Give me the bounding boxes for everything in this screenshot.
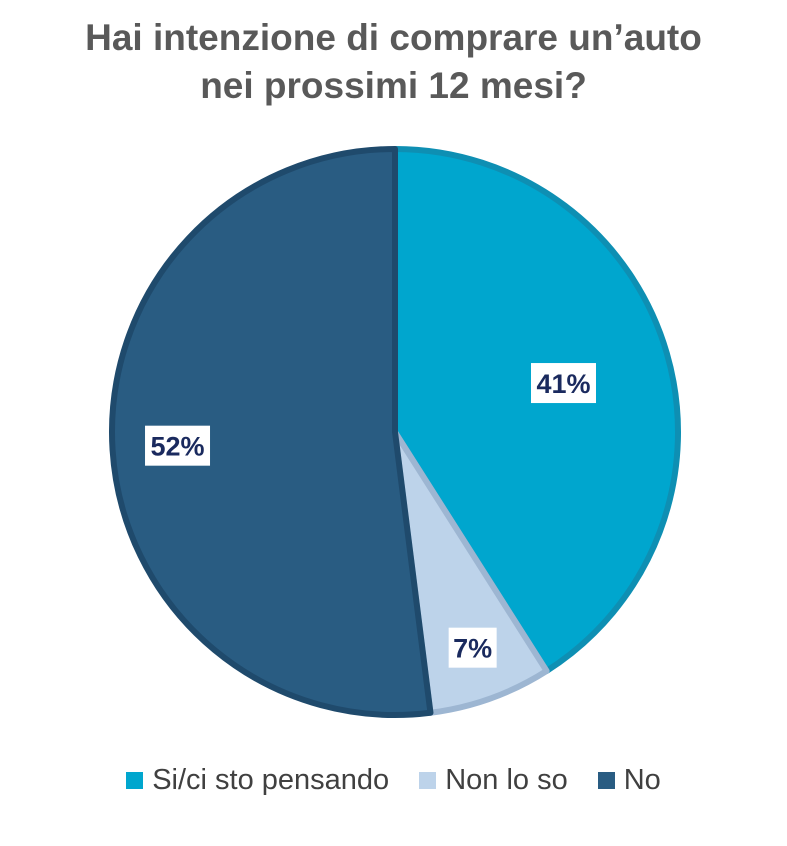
legend-label-si: Si/ci sto pensando bbox=[152, 764, 390, 796]
chart-title: Hai intenzione di comprare un’auto nei p… bbox=[0, 14, 787, 110]
pie-data-labels: 41% 7% 52% bbox=[145, 363, 596, 668]
legend-swatch-si bbox=[126, 772, 144, 789]
pie-slices bbox=[109, 146, 681, 718]
legend-label-no: No bbox=[623, 764, 661, 796]
chart-title-line-2: nei prossimi 12 mesi? bbox=[200, 65, 587, 106]
chart-title-line-1: Hai intenzione di comprare un’auto bbox=[85, 17, 702, 58]
data-label-text-non-lo-so: 7% bbox=[453, 634, 492, 664]
data-label-box-no bbox=[145, 425, 211, 466]
data-label-box-non-lo-so bbox=[448, 627, 497, 668]
legend-swatch-no bbox=[597, 772, 615, 789]
legend-item-no: No bbox=[597, 764, 661, 797]
data-label-text-no: 52% bbox=[150, 432, 204, 462]
pie-slice-no bbox=[109, 146, 434, 718]
data-label-box-si bbox=[530, 363, 596, 404]
data-label-si: 41% bbox=[530, 363, 596, 404]
legend-swatch-non-lo-so bbox=[419, 772, 437, 789]
data-label-text-si: 41% bbox=[536, 369, 590, 399]
data-label-no: 52% bbox=[145, 425, 211, 466]
legend-item-non-lo-so: Non lo so bbox=[419, 764, 568, 797]
legend-label-non-lo-so: Non lo so bbox=[445, 764, 568, 796]
data-label-non-lo-so: 7% bbox=[448, 627, 497, 668]
legend-item-si: Si/ci sto pensando bbox=[126, 764, 389, 797]
legend: Si/ci sto pensando Non lo so No bbox=[0, 764, 787, 797]
